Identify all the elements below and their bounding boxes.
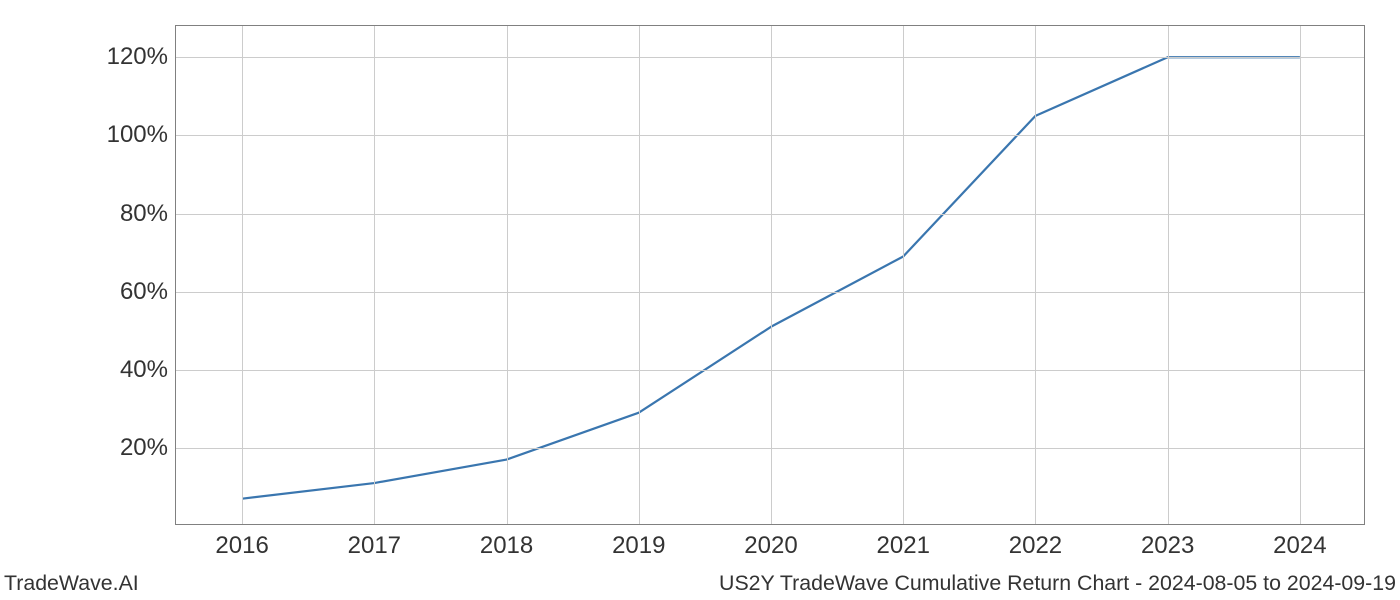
grid-line-vertical	[507, 26, 508, 524]
grid-line-vertical	[1035, 26, 1036, 524]
grid-line-vertical	[771, 26, 772, 524]
y-tick-label: 100%	[107, 121, 176, 149]
grid-line-vertical	[639, 26, 640, 524]
chart-container: 2016 2017 2018 2019 2020 2021 2022 2023 2024 20% 4…	[0, 0, 1400, 600]
grid-line-horizontal	[176, 214, 1364, 215]
grid-line-horizontal	[176, 135, 1364, 136]
grid-line-vertical	[903, 26, 904, 524]
x-tick-label: 2021	[877, 524, 930, 560]
grid-line-vertical	[374, 26, 375, 524]
grid-line-horizontal	[176, 370, 1364, 371]
x-tick-label: 2022	[1009, 524, 1062, 560]
y-tick-label: 20%	[120, 434, 176, 462]
grid-line-horizontal	[176, 57, 1364, 58]
x-tick-label: 2016	[215, 524, 268, 560]
y-tick-label: 40%	[120, 356, 176, 384]
x-tick-label: 2020	[744, 524, 797, 560]
x-tick-label: 2018	[480, 524, 533, 560]
x-tick-label: 2019	[612, 524, 665, 560]
plot-area: 20162017201820192020202120222023202420%4…	[175, 25, 1365, 525]
grid-line-horizontal	[176, 292, 1364, 293]
footer-caption: US2Y TradeWave Cumulative Return Chart -…	[719, 571, 1396, 596]
footer-brand: TradeWave.AI	[4, 571, 139, 596]
x-tick-label: 2017	[348, 524, 401, 560]
grid-line-vertical	[1300, 26, 1301, 524]
y-tick-label: 80%	[120, 200, 176, 228]
y-tick-label: 120%	[107, 43, 176, 71]
grid-line-vertical	[242, 26, 243, 524]
x-tick-label: 2024	[1273, 524, 1326, 560]
grid-line-horizontal	[176, 448, 1364, 449]
grid-line-vertical	[1168, 26, 1169, 524]
x-tick-label: 2023	[1141, 524, 1194, 560]
y-tick-label: 60%	[120, 278, 176, 306]
